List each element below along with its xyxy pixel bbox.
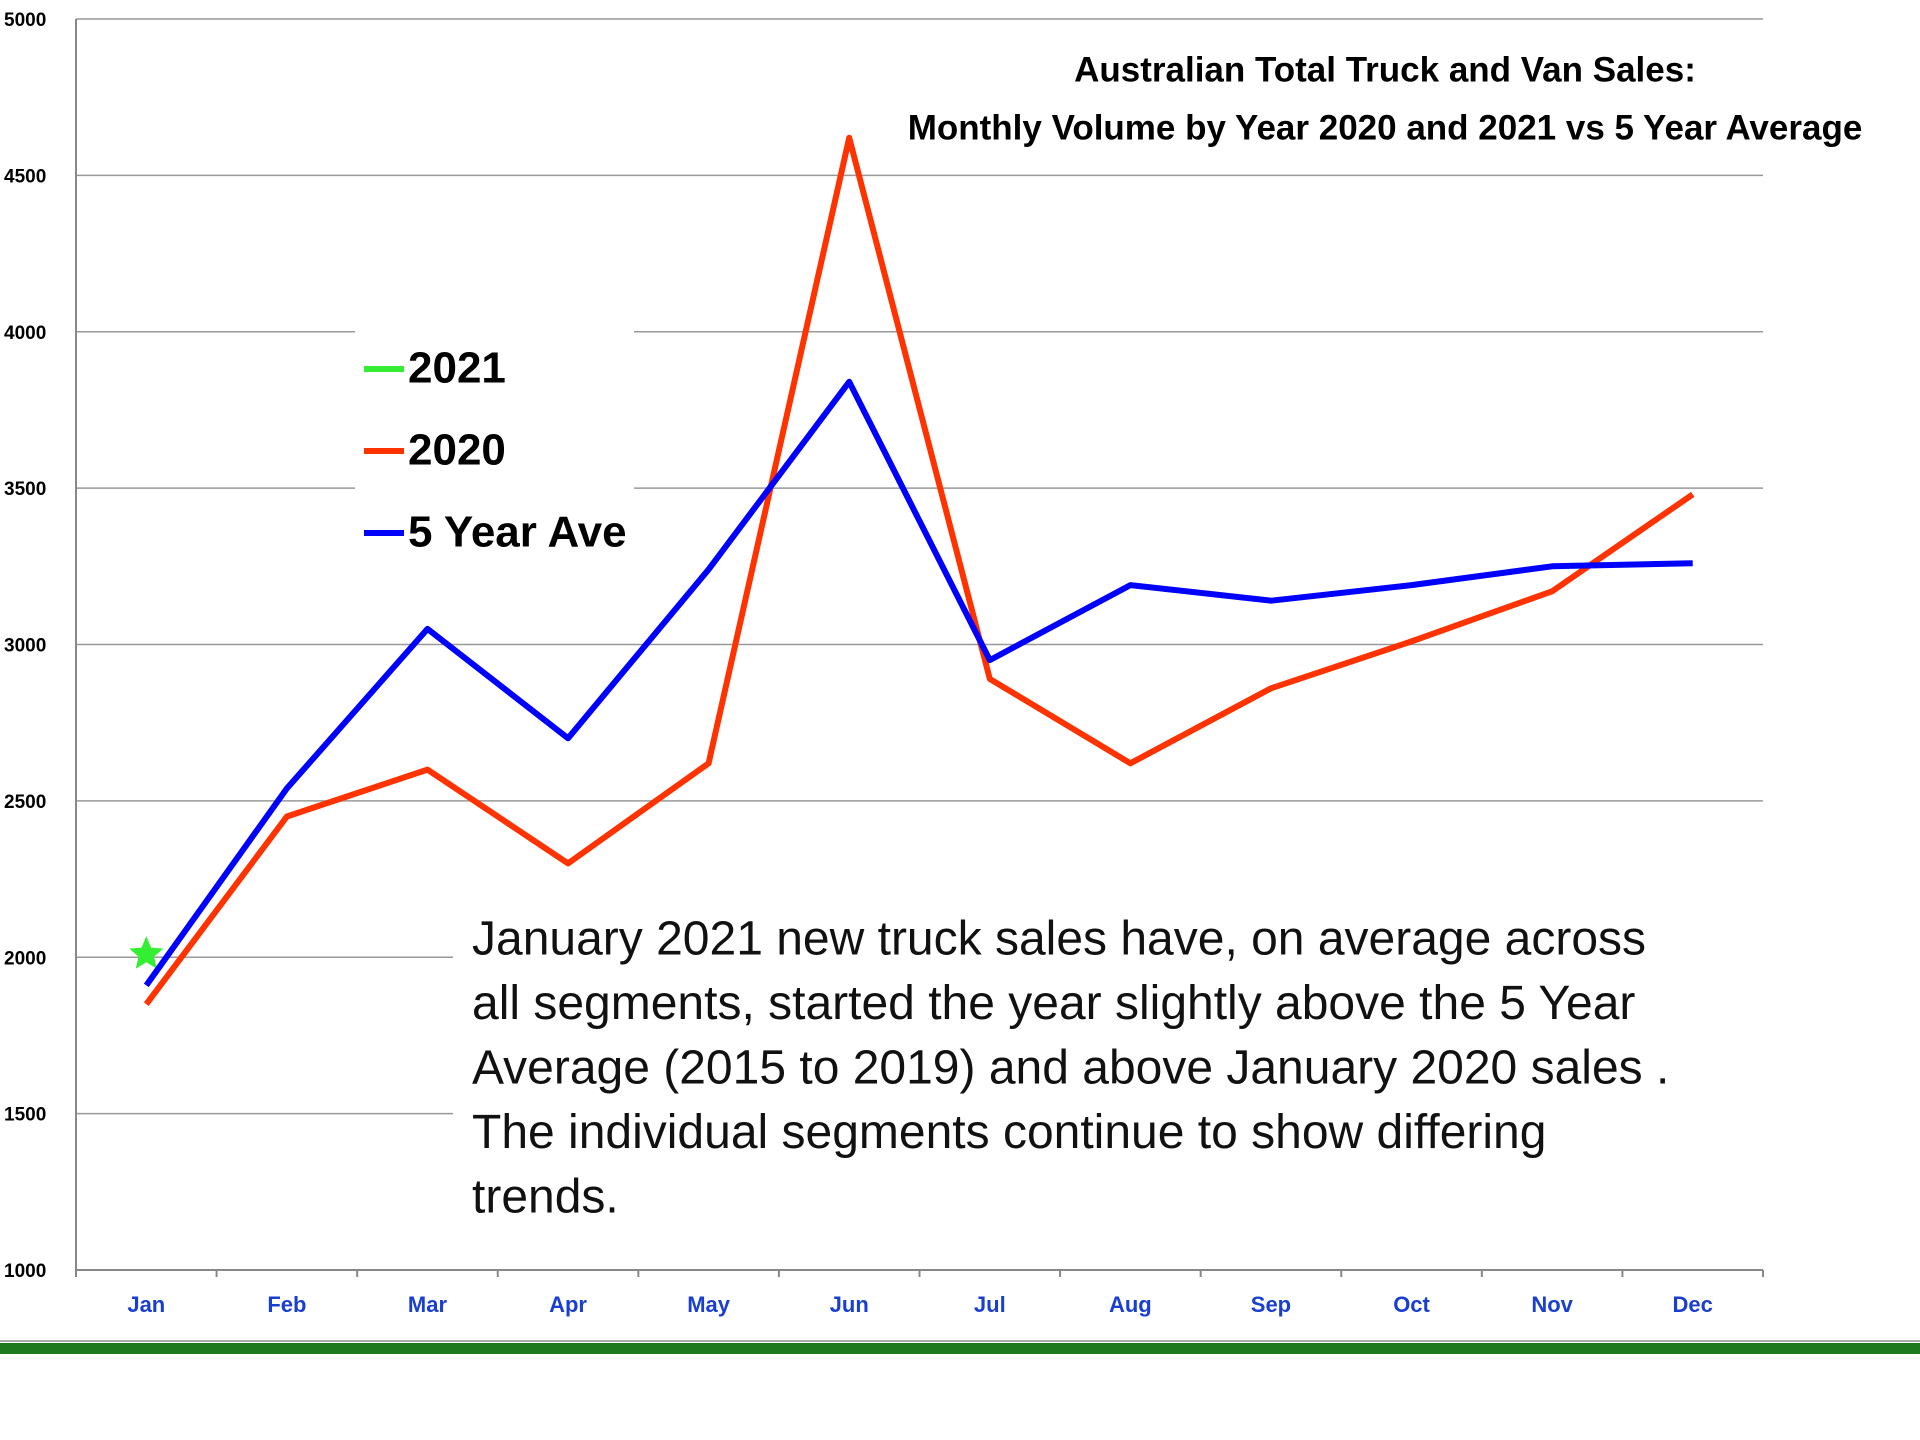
annotation: trends. <box>472 1171 619 1224</box>
x-tick-label: Oct <box>1393 1292 1430 1317</box>
y-tick-label: 2000 <box>4 948 46 969</box>
y-tick-label: 3500 <box>4 479 46 500</box>
x-tick-label: Dec <box>1673 1292 1713 1317</box>
y-tick-label: 1000 <box>4 1261 46 1282</box>
series-line <box>143 134 1695 1006</box>
x-tick-label: Feb <box>267 1292 306 1317</box>
annotation: The individual segments continue to show… <box>472 1106 1546 1159</box>
x-tick-label: Jul <box>974 1292 1006 1317</box>
annotation: Average (2015 to 2019) and above January… <box>472 1042 1669 1095</box>
x-tick-label: Sep <box>1251 1292 1291 1317</box>
annotation: all segments, started the year slightly … <box>472 977 1635 1030</box>
y-tick-label: 2500 <box>4 792 46 813</box>
x-tick-label: Aug <box>1109 1292 1152 1317</box>
y-tick-label: 5000 <box>4 10 46 31</box>
chart-title: Monthly Volume by Year 2020 and 2021 vs … <box>908 108 1863 147</box>
series-line <box>143 378 1693 988</box>
x-tick-label: Jan <box>127 1292 165 1317</box>
annotation: January 2021 new truck sales have, on av… <box>472 913 1646 966</box>
y-tick-label: 4000 <box>4 323 46 344</box>
x-tick-label: Nov <box>1531 1292 1573 1317</box>
bottom-rule <box>0 1343 1920 1354</box>
series-marker <box>129 936 164 969</box>
legend-label: 2020 <box>408 426 506 475</box>
chart-title: Australian Total Truck and Van Sales: <box>1074 50 1696 89</box>
annotation-box <box>453 893 1790 1248</box>
legend-label: 2021 <box>408 344 506 393</box>
x-tick-label: Jun <box>830 1292 869 1317</box>
y-tick-label: 3000 <box>4 636 46 657</box>
x-tick-label: Mar <box>408 1292 448 1317</box>
y-tick-label: 4500 <box>4 166 46 187</box>
x-tick-label: May <box>687 1292 731 1317</box>
x-tick-label: Apr <box>549 1292 587 1317</box>
y-tick-label: 1500 <box>4 1105 46 1126</box>
legend-label: 5 Year Ave <box>408 508 627 557</box>
